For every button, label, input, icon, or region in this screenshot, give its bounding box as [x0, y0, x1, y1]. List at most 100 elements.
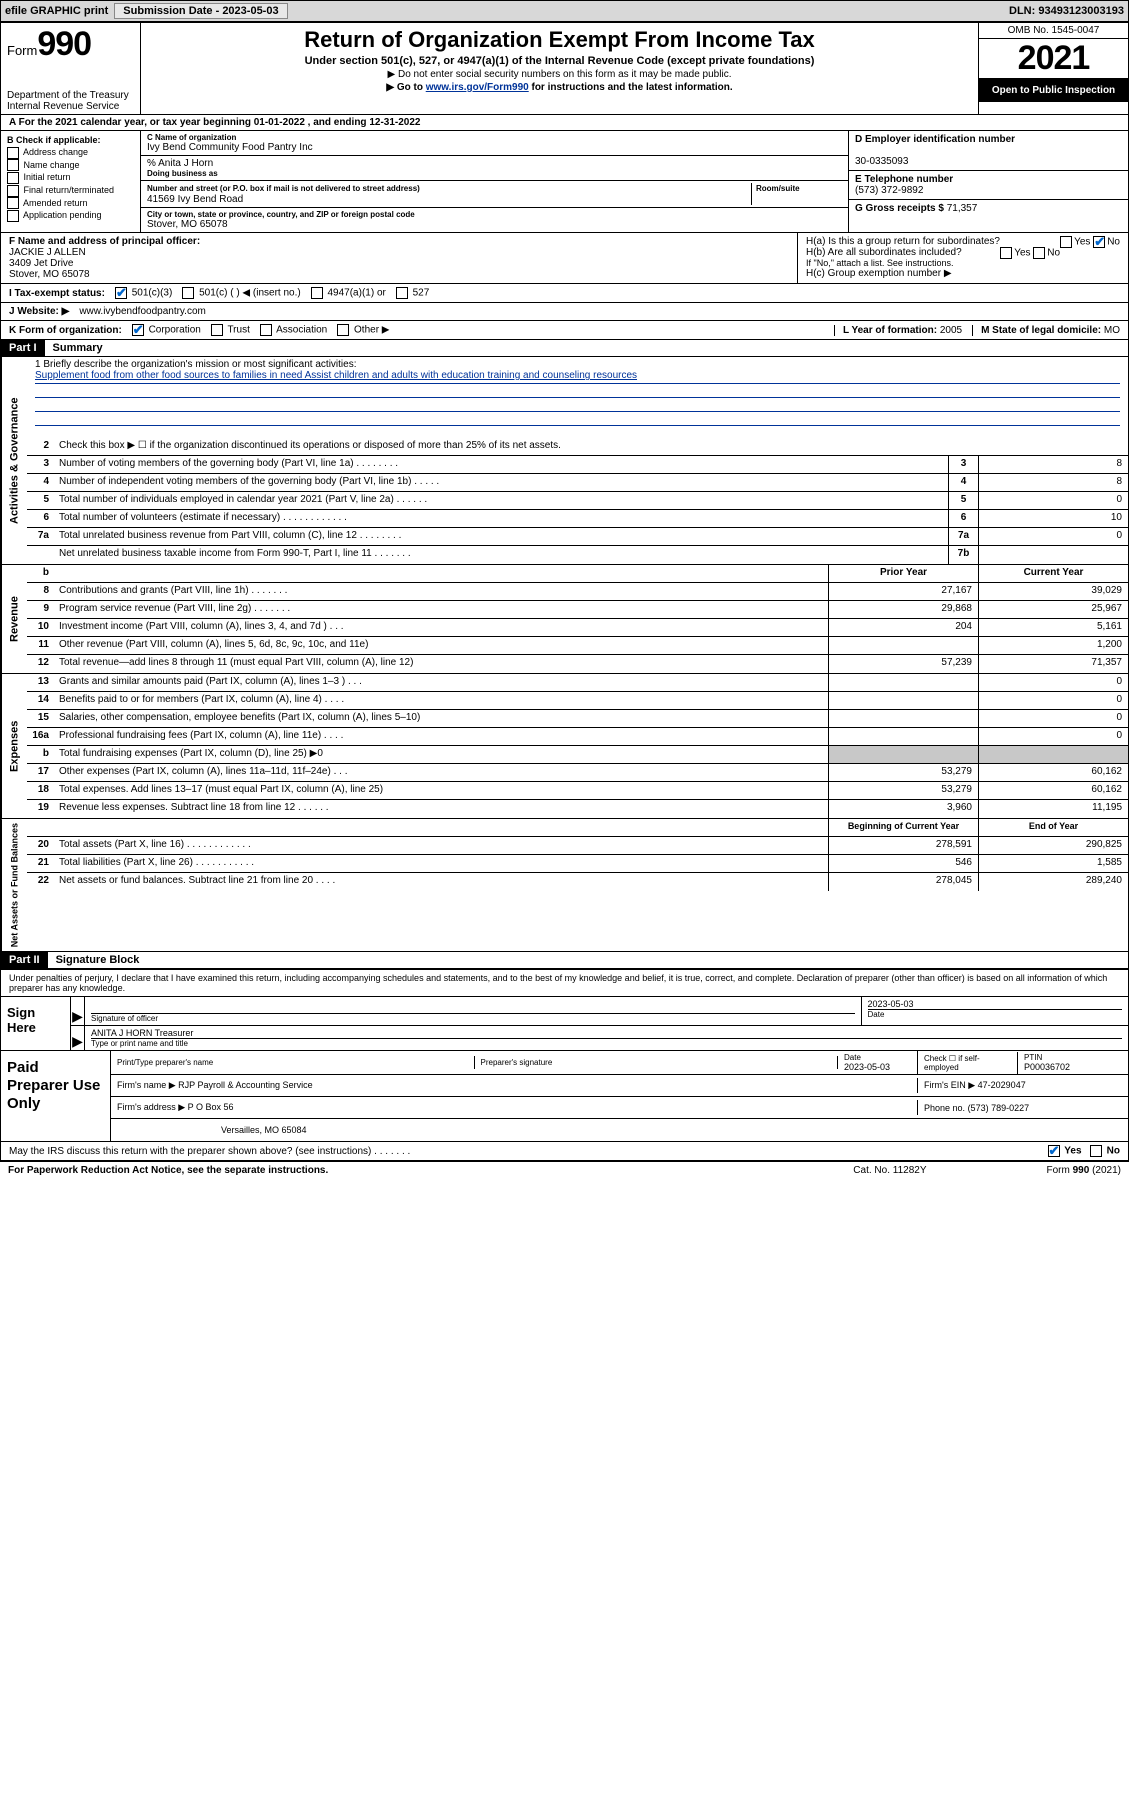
trust-checkbox[interactable]	[211, 324, 223, 336]
current-year-hdr: Current Year	[978, 565, 1128, 582]
signature-block: Under penalties of perjury, I declare th…	[1, 969, 1128, 1160]
527-checkbox[interactable]	[396, 287, 408, 299]
sign-here-label: Sign Here	[1, 997, 71, 1050]
row-fh: F Name and address of principal officer:…	[1, 233, 1128, 284]
header-left: Form990 Department of the Treasury Inter…	[1, 23, 141, 114]
efile-topbar: efile GRAPHIC print Submission Date - 20…	[0, 0, 1129, 22]
summary-line: 7aTotal unrelated business revenue from …	[27, 528, 1128, 546]
sig-officer-label: Signature of officer	[91, 1013, 855, 1023]
vtab-revenue: Revenue	[1, 565, 27, 673]
summary-line: 6Total number of volunteers (estimate if…	[27, 510, 1128, 528]
perjury-declaration: Under penalties of perjury, I declare th…	[1, 970, 1128, 996]
website-row: J Website: ▶ www.ivybendfoodpantry.com	[1, 303, 1128, 321]
header-center: Return of Organization Exempt From Incom…	[141, 23, 978, 114]
tel-value: (573) 372-9892	[855, 185, 923, 196]
sig-date: 2023-05-03	[868, 999, 1123, 1009]
block-bcd: B Check if applicable: Address change Na…	[1, 131, 1128, 233]
netassets-section: Net Assets or Fund Balances Beginning of…	[1, 818, 1128, 952]
summary-line: 3Number of voting members of the governi…	[27, 456, 1128, 474]
form-subtitle: Under section 501(c), 527, or 4947(a)(1)…	[149, 55, 970, 67]
officer-addr1: 3409 Jet Drive	[9, 258, 73, 269]
discuss-no-checkbox[interactable]	[1090, 1145, 1102, 1157]
hb-no-checkbox[interactable]	[1033, 247, 1045, 259]
ptin: P00036702	[1024, 1062, 1122, 1072]
corp-checkbox[interactable]	[132, 324, 144, 336]
summary-line: 11Other revenue (Part VIII, column (A), …	[27, 637, 1128, 655]
discuss-row: May the IRS discuss this return with the…	[1, 1141, 1128, 1160]
firm-name: RJP Payroll & Accounting Service	[178, 1080, 312, 1090]
summary-line: bTotal fundraising expenses (Part IX, co…	[27, 746, 1128, 764]
irs-label: Internal Revenue Service	[7, 101, 134, 112]
501c-checkbox[interactable]	[182, 287, 194, 299]
page-footer: For Paperwork Reduction Act Notice, see …	[0, 1161, 1129, 1179]
firm-addr1: P O Box 56	[188, 1102, 234, 1112]
principal-officer: F Name and address of principal officer:…	[1, 233, 798, 283]
dba-label: Doing business as	[147, 169, 836, 178]
self-employed-check: Check ☐ if self-employed	[918, 1052, 1018, 1074]
4947-checkbox[interactable]	[311, 287, 323, 299]
summary-line: 4Number of independent voting members of…	[27, 474, 1128, 492]
hb-yes-checkbox[interactable]	[1000, 247, 1012, 259]
form-of-org-row: K Form of organization: Corporation Trus…	[1, 321, 1128, 340]
footer-catno: Cat. No. 11282Y	[853, 1165, 926, 1176]
colb-checkbox-item[interactable]: Address change	[7, 146, 134, 159]
summary-line: 17Other expenses (Part IX, column (A), l…	[27, 764, 1128, 782]
summary-line: 8Contributions and grants (Part VIII, li…	[27, 583, 1128, 601]
website-value: www.ivybendfoodpantry.com	[79, 306, 206, 317]
beg-year-hdr: Beginning of Current Year	[828, 819, 978, 836]
prep-date: 2023-05-03	[844, 1062, 911, 1072]
ha-no-checkbox[interactable]	[1093, 236, 1105, 248]
assoc-checkbox[interactable]	[260, 324, 272, 336]
dept-treasury: Department of the Treasury	[7, 90, 134, 101]
colb-checkbox-item[interactable]: Amended return	[7, 197, 134, 210]
expenses-section: Expenses 13Grants and similar amounts pa…	[1, 673, 1128, 818]
sig-name: ANITA J HORN Treasurer	[91, 1028, 1122, 1038]
dln-label: DLN: 93493123003193	[1009, 5, 1124, 17]
paid-preparer-label: Paid Preparer Use Only	[1, 1051, 111, 1141]
form-title: Return of Organization Exempt From Incom…	[149, 27, 970, 53]
colb-checkbox-item[interactable]: Final return/terminated	[7, 184, 134, 197]
colb-checkbox-item[interactable]: Name change	[7, 159, 134, 172]
summary-line: Net unrelated business taxable income fr…	[27, 546, 1128, 564]
city-label: City or town, state or province, country…	[147, 210, 836, 219]
501c3-checkbox[interactable]	[115, 287, 127, 299]
form-number: 990	[37, 25, 91, 63]
gross-value: 71,357	[947, 203, 978, 214]
submission-date-button[interactable]: Submission Date - 2023-05-03	[114, 3, 287, 19]
revenue-section: Revenue b Prior Year Current Year 8Contr…	[1, 565, 1128, 673]
col-headers-row: b Prior Year Current Year	[27, 565, 1128, 583]
form-990: Form990 Department of the Treasury Inter…	[0, 22, 1129, 1161]
ha-yes-checkbox[interactable]	[1060, 236, 1072, 248]
firm-addr2: Versailles, MO 65084	[111, 1123, 1128, 1137]
summary-line: 2Check this box ▶ ☐ if the organization …	[27, 438, 1128, 456]
form-header: Form990 Department of the Treasury Inter…	[1, 23, 1128, 115]
header-right: OMB No. 1545-0047 2021 Open to Public In…	[978, 23, 1128, 114]
tax-period: A For the 2021 calendar year, or tax yea…	[1, 115, 1128, 131]
na-headers-row: Beginning of Current Year End of Year	[27, 819, 1128, 837]
officer-addr2: Stover, MO 65078	[9, 269, 90, 280]
summary-line: 20Total assets (Part X, line 16) . . . .…	[27, 837, 1128, 855]
footer-formno: Form 990 (2021)	[1047, 1165, 1122, 1176]
mission-block: 1 Briefly describe the organization's mi…	[27, 357, 1128, 438]
efile-label: efile GRAPHIC print	[5, 5, 108, 17]
omb-number: OMB No. 1545-0047	[979, 23, 1128, 39]
city-state-zip: Stover, MO 65078	[147, 219, 842, 230]
vtab-ag: Activities & Governance	[1, 357, 27, 564]
gross-label: G Gross receipts $	[855, 203, 944, 214]
street-address: 41569 Ivy Bend Road	[147, 194, 243, 205]
summary-line: 14Benefits paid to or for members (Part …	[27, 692, 1128, 710]
col-b-hdr: B Check if applicable:	[7, 134, 134, 146]
officer-name: JACKIE J ALLEN	[9, 247, 86, 258]
part1-header: Part I Summary	[1, 340, 1128, 357]
tax-year: 2021	[979, 39, 1128, 79]
other-checkbox[interactable]	[337, 324, 349, 336]
irs-form990-link[interactable]: www.irs.gov/Form990	[426, 82, 529, 93]
discuss-yes-checkbox[interactable]	[1048, 1145, 1060, 1157]
colb-checkbox-item[interactable]: Application pending	[7, 209, 134, 222]
col-b-check: B Check if applicable: Address change Na…	[1, 131, 141, 232]
summary-line: 13Grants and similar amounts paid (Part …	[27, 674, 1128, 692]
ein-value: 30-0335093	[855, 156, 908, 167]
colb-checkbox-item[interactable]: Initial return	[7, 171, 134, 184]
part2-header: Part II Signature Block	[1, 952, 1128, 969]
firm-phone: (573) 789-0227	[968, 1103, 1030, 1113]
